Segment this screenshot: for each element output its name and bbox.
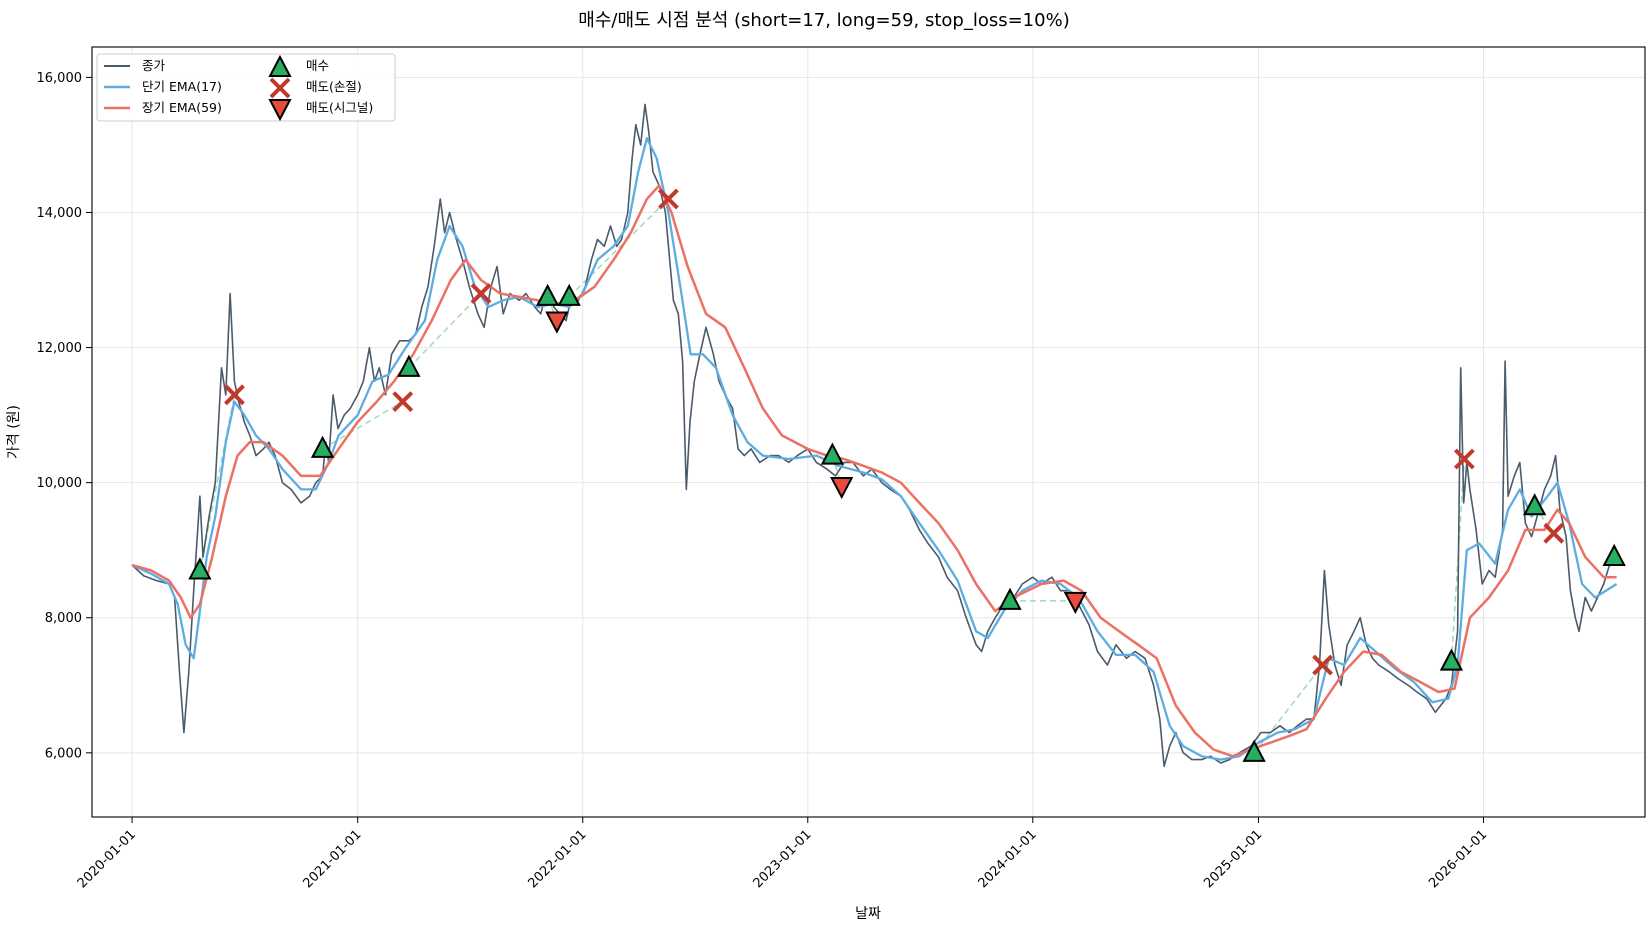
trade-connector-line [1253,664,1324,754]
sell-stop-marker [1453,448,1475,470]
buy-marker [535,283,560,306]
grid [92,47,1645,817]
legend-long-ema-label: 장기 EMA(59) [142,100,222,115]
legend-buy-label: 매수 [306,58,329,73]
legend: 종가 단기 EMA(17) 장기 EMA(59) 매수 매도(손절) 매도(시그… [96,53,396,122]
legend-sell-stop-marker [269,77,291,99]
legend-sell-signal-label: 매도(시그널) [306,100,373,115]
y-axis: 6,000 8,000 10,000 12,000 14,000 16,000 [37,71,92,761]
y-tick-label: 8,000 [45,611,82,626]
plot-frame [91,46,1646,818]
sell-stop-marker [224,384,245,406]
legend-sell-signal-marker [268,99,292,122]
y-tick-label: 14,000 [37,206,83,221]
sell-stop-marker [1312,654,1333,676]
sell-stop-marker [392,391,414,413]
series-lines [131,103,1618,768]
legend-buy-marker [268,54,292,77]
buy-marker [188,557,212,580]
trade-connector-line [408,293,482,369]
sell-stop-marker [658,188,679,210]
trade-markers [188,188,1626,762]
buy-marker [557,283,581,306]
y-tick-label: 10,000 [37,476,83,491]
y-tick-label: 6,000 [45,746,82,761]
y-axis-label: 가격 (원) [6,405,22,459]
sell-signal-marker [1063,591,1087,615]
buy-marker [397,354,421,377]
y-tick-label: 16,000 [37,71,83,86]
long-ema-line [131,184,1617,758]
sell-signal-marker [545,311,569,334]
sell-stop-marker [1543,522,1565,544]
trade-connector-line [568,198,669,298]
buy-marker [820,442,845,465]
chart-title: 매수/매도 시점 분석 (short=17, long=59, stop_los… [578,10,1069,31]
buy-marker [1439,648,1464,671]
short-ema-line [131,137,1618,761]
buy-marker [1522,493,1547,516]
legend-box [96,53,396,122]
buy-marker [1602,543,1626,566]
x-axis-label: 날짜 [855,906,881,922]
close-price-line [131,103,1618,768]
y-tick-label: 12,000 [37,341,83,356]
sell-signal-marker [830,477,854,500]
legend-close-label: 종가 [142,58,166,73]
legend-short-ema-label: 단기 EMA(17) [142,79,222,94]
buy-marker [1242,739,1266,762]
buy-marker [310,435,335,458]
legend-sell-stop-label: 매도(손절) [306,79,362,94]
buy-marker [998,587,1022,610]
sell-stop-marker [470,283,492,304]
